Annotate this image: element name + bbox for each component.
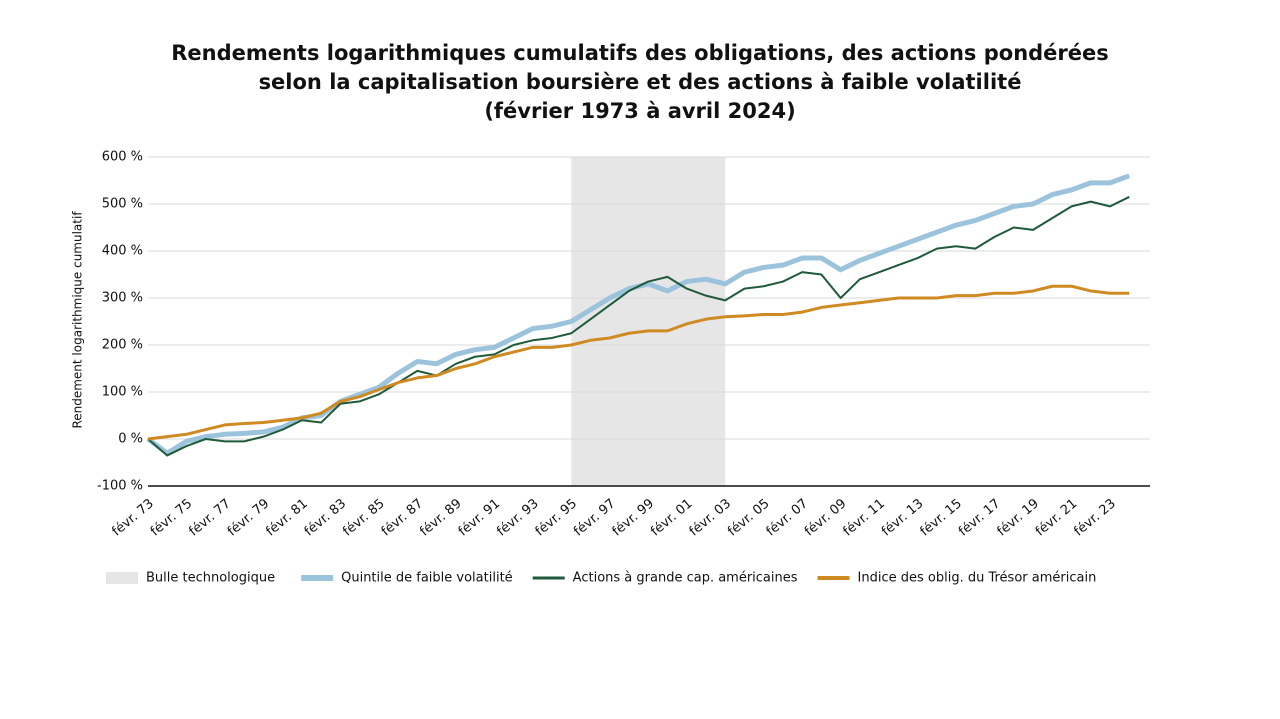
x-tick-label: févr. 83 — [302, 496, 349, 539]
y-tick-label: -100 % — [97, 479, 143, 494]
x-tick-label: févr. 93 — [494, 496, 541, 539]
legend-label: Indice des oblig. du Trésor américain — [858, 571, 1097, 586]
x-tick-label: févr. 15 — [918, 496, 965, 539]
x-tick-label: févr. 95 — [533, 496, 580, 539]
x-tick-label: févr. 99 — [610, 496, 657, 539]
y-tick-label: 200 % — [102, 338, 143, 353]
x-tick-label: févr. 87 — [379, 496, 426, 539]
x-tick-label: févr. 05 — [725, 496, 772, 539]
series-line — [147, 196, 1130, 457]
x-tick-label: févr. 21 — [1033, 496, 1080, 539]
chart-title: selon la capitalisation boursière et des… — [259, 70, 1022, 94]
x-tick-label: févr. 13 — [879, 496, 926, 539]
x-tick-label: févr. 07 — [764, 496, 811, 539]
y-tick-label: 500 % — [102, 197, 143, 212]
chart-title: Rendements logarithmiques cumulatifs des… — [171, 41, 1109, 65]
x-tick-label: févr. 17 — [956, 496, 1003, 539]
y-axis-label: Rendement logarithmique cumulatif — [71, 211, 85, 429]
y-tick-label: 600 % — [102, 150, 143, 165]
series-line — [147, 284, 1130, 441]
y-tick-label: 400 % — [102, 244, 143, 259]
x-tick-label: févr. 75 — [148, 496, 195, 539]
x-tick-label: févr. 19 — [995, 496, 1042, 539]
y-tick-label: 300 % — [102, 291, 143, 306]
x-tick-label: févr. 73 — [109, 496, 156, 539]
x-tick-label: févr. 01 — [648, 496, 695, 539]
x-tick-label: févr. 77 — [186, 496, 233, 539]
y-tick-label: 0 % — [118, 432, 143, 447]
x-tick-label: févr. 11 — [841, 496, 888, 539]
x-tick-label: févr. 89 — [417, 496, 464, 539]
legend-swatch — [106, 572, 138, 584]
x-tick-label: févr. 79 — [225, 496, 272, 539]
x-tick-label: févr. 23 — [1071, 496, 1118, 539]
x-tick-label: févr. 03 — [687, 496, 734, 539]
x-tick-label: févr. 91 — [456, 496, 503, 539]
legend-label: Quintile de faible volatilité — [341, 571, 513, 586]
chart-title: (février 1973 à avril 2024) — [484, 99, 795, 123]
legend-label: Bulle technologique — [146, 571, 275, 586]
x-tick-label: févr. 97 — [571, 496, 618, 539]
x-tick-label: févr. 81 — [263, 496, 310, 539]
x-tick-label: févr. 09 — [802, 496, 849, 539]
legend-label: Actions à grande cap. américaines — [573, 571, 798, 586]
y-tick-label: 100 % — [102, 385, 143, 400]
x-tick-label: févr. 85 — [340, 496, 387, 539]
